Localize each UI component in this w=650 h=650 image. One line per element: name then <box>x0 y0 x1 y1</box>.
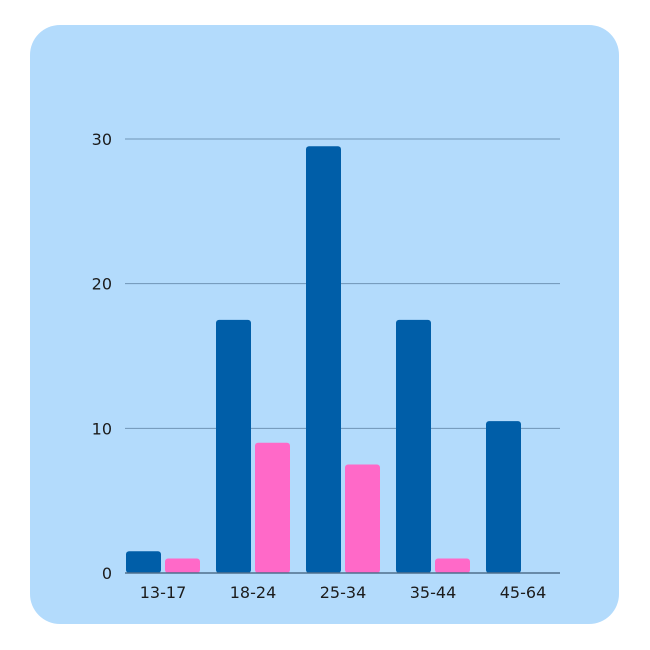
bar-series-2 <box>435 558 470 573</box>
gridlines <box>125 138 560 429</box>
y-axis-ticks: 0 10 20 30 <box>92 130 112 583</box>
bar-series-1 <box>216 319 251 573</box>
x-tick-label: 25-34 <box>320 583 367 602</box>
bar-series-2 <box>165 558 200 573</box>
bar-series-1 <box>396 319 431 573</box>
x-tick-label: 13-17 <box>140 583 187 602</box>
x-tick-label: 35-44 <box>410 583 457 602</box>
x-axis-ticks: 13-17 18-24 25-34 35-44 45-64 <box>140 583 547 602</box>
y-tick-label: 0 <box>102 564 112 583</box>
bars <box>126 146 521 573</box>
y-tick-label: 10 <box>92 419 112 438</box>
bar-series-1 <box>306 146 341 573</box>
y-tick-label: 20 <box>92 275 112 294</box>
bar-series-2 <box>345 464 380 573</box>
x-tick-label: 45-64 <box>500 583 547 602</box>
bar-series-2 <box>255 442 290 573</box>
bar-series-1 <box>126 551 161 573</box>
bar-series-1 <box>486 421 521 573</box>
y-tick-label: 30 <box>92 130 112 149</box>
x-tick-label: 18-24 <box>230 583 277 602</box>
